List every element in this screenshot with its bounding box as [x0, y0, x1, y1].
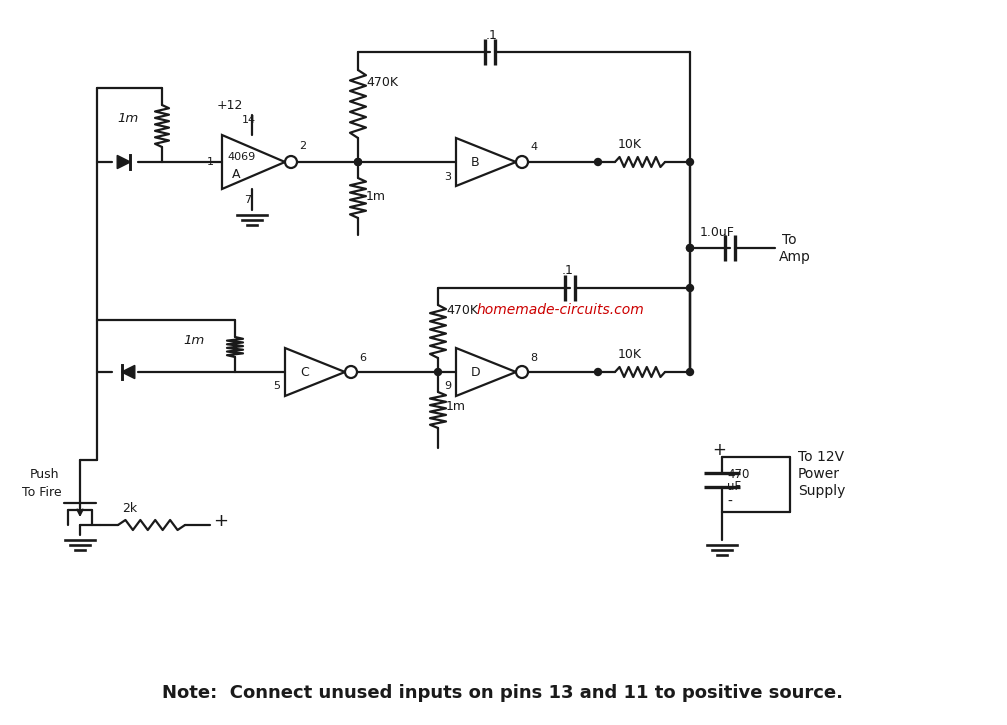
Text: homemade-circuits.com: homemade-circuits.com — [476, 303, 643, 317]
Text: 1m: 1m — [183, 334, 204, 347]
Text: 1: 1 — [207, 157, 214, 167]
Text: 14: 14 — [242, 115, 256, 125]
Text: 6: 6 — [359, 353, 366, 363]
Text: 10K: 10K — [618, 347, 642, 360]
Text: 1m: 1m — [446, 399, 466, 413]
Text: +12: +12 — [217, 99, 244, 112]
Circle shape — [687, 244, 694, 252]
Text: 3: 3 — [444, 172, 451, 182]
Text: 1m: 1m — [117, 112, 138, 125]
Circle shape — [687, 159, 694, 165]
Text: 470: 470 — [727, 468, 749, 481]
Text: 470K: 470K — [366, 75, 398, 88]
Text: 8: 8 — [530, 353, 537, 363]
Text: To: To — [782, 233, 797, 247]
Polygon shape — [122, 365, 135, 378]
Text: Power: Power — [798, 467, 840, 481]
Circle shape — [434, 368, 441, 376]
Text: 4069: 4069 — [227, 152, 255, 162]
Text: +: + — [213, 512, 228, 530]
Text: A: A — [232, 167, 241, 181]
Text: Supply: Supply — [798, 484, 845, 498]
Text: .1: .1 — [486, 28, 497, 41]
Polygon shape — [117, 155, 130, 169]
Text: +: + — [712, 441, 726, 459]
Text: To 12V: To 12V — [798, 450, 844, 464]
Circle shape — [687, 284, 694, 291]
Text: 470K: 470K — [446, 304, 478, 317]
Circle shape — [594, 368, 601, 376]
Text: -: - — [727, 495, 732, 509]
Text: C: C — [300, 365, 309, 378]
Text: 7: 7 — [244, 195, 251, 205]
Text: D: D — [471, 365, 480, 378]
Text: 4: 4 — [530, 142, 537, 152]
Text: 10K: 10K — [618, 138, 642, 151]
Text: 2k: 2k — [122, 502, 137, 515]
Text: Push: Push — [30, 468, 59, 481]
Text: .1: .1 — [562, 263, 574, 276]
Text: 2: 2 — [299, 141, 306, 151]
Text: 9: 9 — [444, 381, 451, 391]
Circle shape — [687, 368, 694, 376]
Text: 5: 5 — [273, 381, 280, 391]
Text: 1.0uF: 1.0uF — [700, 225, 735, 239]
Circle shape — [354, 159, 362, 165]
Text: uF: uF — [727, 481, 741, 494]
Text: 1m: 1m — [366, 189, 386, 202]
Text: B: B — [471, 155, 479, 168]
Text: Amp: Amp — [779, 250, 811, 264]
Circle shape — [594, 159, 601, 165]
Text: Note:  Connect unused inputs on pins 13 and 11 to positive source.: Note: Connect unused inputs on pins 13 a… — [162, 684, 844, 702]
Text: To Fire: To Fire — [22, 486, 61, 499]
Circle shape — [354, 159, 362, 165]
Circle shape — [687, 244, 694, 252]
